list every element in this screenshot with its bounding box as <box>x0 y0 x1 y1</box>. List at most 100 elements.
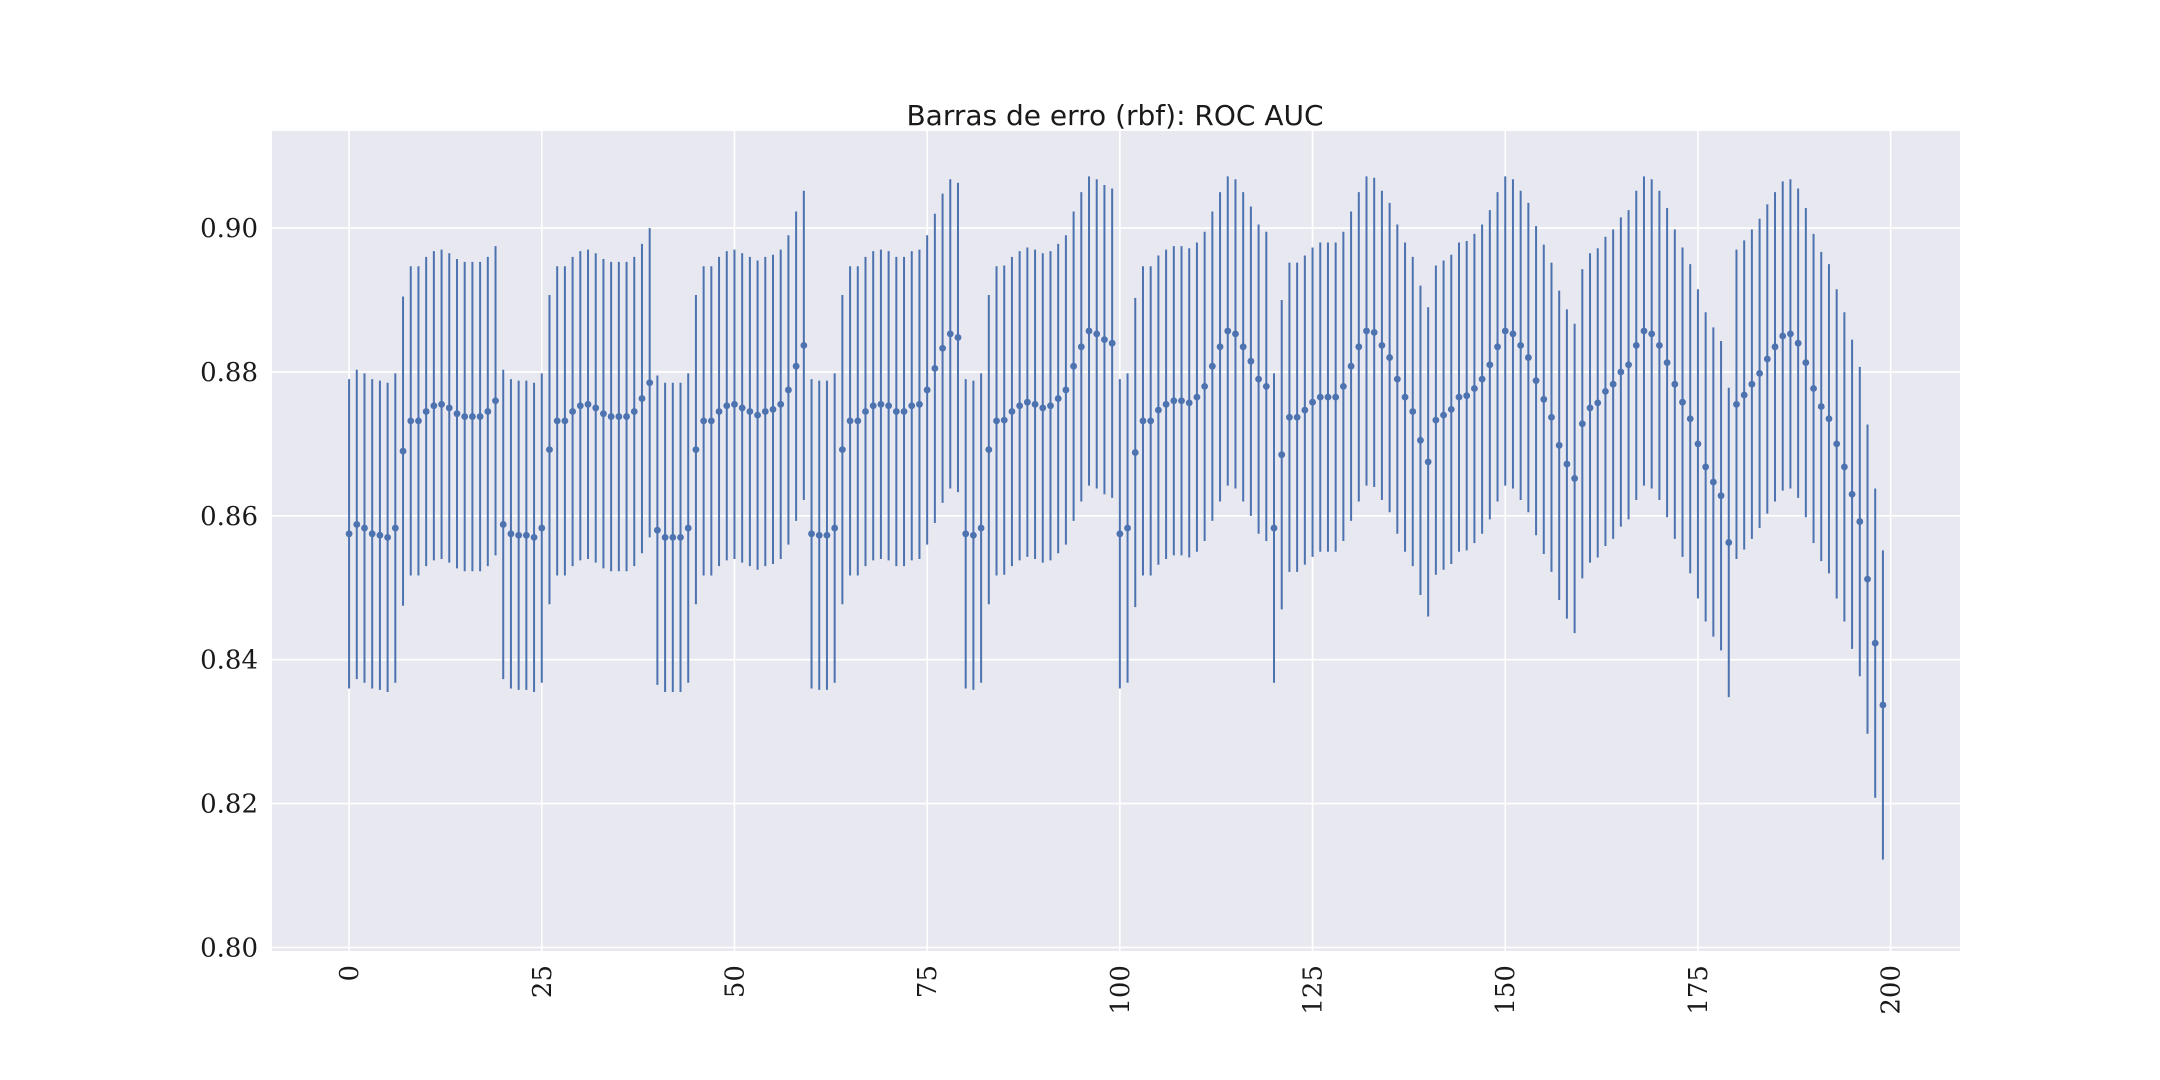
data-point <box>1648 330 1656 338</box>
data-point <box>1609 380 1617 388</box>
data-point <box>1709 478 1717 486</box>
data-point <box>1586 404 1594 412</box>
data-point <box>1871 639 1879 647</box>
data-point <box>1555 441 1563 449</box>
data-point <box>653 526 661 534</box>
data-point <box>962 530 970 538</box>
data-point <box>1702 463 1710 471</box>
data-point <box>1023 398 1031 406</box>
data-point <box>1625 361 1632 369</box>
data-point <box>384 534 392 541</box>
data-point <box>707 417 715 425</box>
data-point <box>1833 440 1841 448</box>
data-point <box>1501 327 1509 335</box>
data-point <box>1301 406 1309 414</box>
data-point <box>854 417 862 425</box>
data-point <box>1031 400 1039 408</box>
data-point <box>1632 341 1640 349</box>
data-point <box>1224 327 1232 335</box>
data-point <box>1154 406 1162 414</box>
data-point <box>1386 354 1394 361</box>
y-tick-label: 0.88 <box>200 358 258 388</box>
data-point <box>1355 343 1363 351</box>
data-point <box>561 417 569 425</box>
data-point <box>1193 393 1201 401</box>
data-point <box>1486 361 1494 369</box>
data-point <box>546 446 553 454</box>
data-point <box>800 341 808 349</box>
data-point <box>1424 458 1432 466</box>
data-point <box>1417 436 1424 444</box>
data-point <box>569 408 577 415</box>
data-point <box>1093 330 1101 338</box>
data-point <box>1332 393 1340 401</box>
data-point <box>353 521 361 528</box>
data-point <box>777 400 785 408</box>
chart-title: Barras de erro (rbf): ROC AUC <box>906 99 1323 132</box>
data-point <box>954 334 962 341</box>
data-point <box>692 446 700 454</box>
data-point <box>1440 411 1447 419</box>
data-point <box>923 386 931 394</box>
data-point <box>630 408 638 415</box>
data-point <box>815 531 823 539</box>
data-point <box>831 524 839 532</box>
data-point <box>1347 362 1355 370</box>
data-point <box>1278 451 1286 459</box>
data-point <box>1270 524 1278 532</box>
y-axis-ticks: 0.80 0.82 0.84 0.86 0.88 0.90 <box>200 214 258 963</box>
data-point <box>430 402 438 410</box>
data-point <box>738 404 746 412</box>
data-point <box>1655 341 1663 349</box>
data-point <box>1471 385 1478 392</box>
data-point <box>1378 341 1386 349</box>
data-point <box>1447 405 1455 413</box>
data-point <box>553 417 561 425</box>
data-point <box>1293 413 1301 421</box>
data-point <box>677 534 684 541</box>
data-point <box>538 524 546 532</box>
data-point <box>623 413 630 420</box>
data-point <box>862 408 869 415</box>
data-point <box>1879 701 1887 709</box>
x-tick-label: 150 <box>1491 965 1521 1015</box>
data-point <box>1170 397 1178 405</box>
x-axis-ticks: 0 25 50 75 100 125 150 175 200 <box>335 965 1907 1015</box>
data-point <box>946 330 954 338</box>
y-tick-label: 0.90 <box>200 214 258 244</box>
data-point <box>1116 530 1124 538</box>
data-point <box>1640 327 1648 335</box>
data-point <box>785 386 792 394</box>
plot-background <box>272 131 1960 951</box>
data-point <box>422 408 430 415</box>
data-point <box>970 531 977 539</box>
data-point <box>1810 385 1817 392</box>
data-point <box>438 400 445 408</box>
data-point <box>415 417 422 425</box>
data-point <box>808 530 815 538</box>
data-point <box>1756 370 1763 377</box>
data-point <box>1077 343 1085 351</box>
data-point <box>1070 362 1078 370</box>
data-point <box>1663 359 1671 367</box>
data-point <box>1717 492 1725 500</box>
data-point <box>715 408 723 415</box>
data-point <box>1208 362 1216 370</box>
data-point <box>1740 391 1748 399</box>
data-point <box>1802 359 1810 367</box>
data-point <box>1324 393 1332 401</box>
data-point <box>1232 330 1239 338</box>
data-point <box>407 417 415 425</box>
data-point <box>507 530 515 538</box>
data-point <box>1108 339 1116 347</box>
data-point <box>1563 460 1571 468</box>
data-point <box>1548 413 1555 421</box>
data-point <box>669 534 677 541</box>
data-point <box>615 413 623 420</box>
data-point <box>1139 417 1147 425</box>
data-point <box>600 410 607 418</box>
data-point <box>731 400 738 408</box>
data-point <box>761 408 769 415</box>
data-point <box>908 402 916 410</box>
